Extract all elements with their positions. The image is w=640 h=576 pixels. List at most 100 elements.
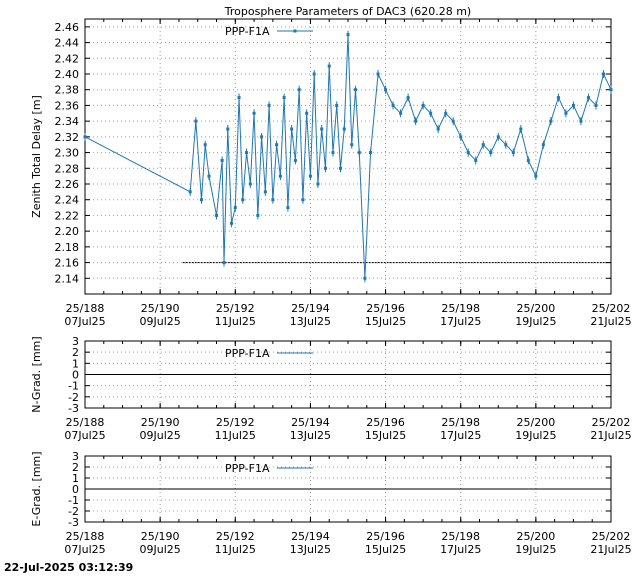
x-tick-label-doy: 25/202	[592, 530, 631, 543]
y-tick-label: 1	[72, 472, 79, 485]
data-point	[305, 111, 309, 115]
x-tick-label-date: 13Jul25	[290, 429, 331, 442]
data-point	[323, 166, 327, 170]
chart-panel-1: Troposphere Parameters of DAC3 (620.28 m…	[30, 5, 632, 328]
x-tick-label-doy: 25/198	[441, 416, 480, 429]
data-point	[245, 151, 249, 155]
data-point	[481, 143, 485, 147]
x-tick-label-doy: 25/196	[366, 302, 405, 315]
data-point	[579, 119, 583, 123]
x-tick-label-date: 15Jul25	[365, 315, 406, 328]
data-point	[331, 151, 335, 155]
data-point	[308, 174, 312, 178]
y-tick-label: 2.16	[55, 257, 80, 270]
y-tick-label: 2.40	[55, 68, 80, 81]
y-tick-label: 2.34	[55, 115, 80, 128]
legend-label: PPP-F1A	[225, 462, 270, 475]
data-point	[278, 174, 282, 178]
data-point	[260, 135, 264, 139]
data-point	[541, 143, 545, 147]
data-point	[511, 151, 515, 155]
x-tick-label-date: 11Jul25	[215, 315, 256, 328]
x-tick-label-date: 19Jul25	[515, 429, 556, 442]
data-point	[474, 158, 478, 162]
data-point	[496, 135, 500, 139]
y-tick-label: 2.18	[55, 241, 80, 254]
data-point	[414, 119, 418, 123]
data-point	[466, 151, 470, 155]
y-axis-label: N-Grad. [mm]	[30, 336, 43, 412]
x-tick-label-doy: 25/194	[291, 302, 330, 315]
legend-label: PPP-F1A	[225, 25, 270, 38]
data-point	[320, 127, 324, 131]
data-point	[222, 261, 226, 265]
y-tick-label: 3	[72, 450, 79, 463]
data-point	[267, 103, 271, 107]
x-tick-label-doy: 25/200	[517, 416, 556, 429]
y-tick-label: 1	[72, 357, 79, 370]
data-point	[594, 103, 598, 107]
x-tick-label-date: 15Jul25	[365, 543, 406, 556]
x-tick-label-doy: 25/190	[141, 302, 180, 315]
data-point	[194, 119, 198, 123]
y-tick-label: 2.46	[55, 21, 80, 34]
chart-title: Troposphere Parameters of DAC3 (620.28 m…	[224, 5, 471, 18]
y-tick-label: 2.36	[55, 99, 80, 112]
data-point	[316, 182, 320, 186]
data-point	[338, 166, 342, 170]
y-tick-label: -1	[68, 380, 79, 393]
data-point	[357, 151, 361, 155]
x-tick-label-date: 09Jul25	[140, 315, 181, 328]
x-tick-label-date: 15Jul25	[365, 429, 406, 442]
data-point	[459, 135, 463, 139]
data-point	[275, 143, 279, 147]
data-point	[226, 127, 230, 131]
data-point	[207, 174, 211, 178]
data-point	[83, 135, 87, 139]
x-tick-label-doy: 25/196	[366, 416, 405, 429]
y-tick-label: -1	[68, 494, 79, 507]
data-point	[252, 111, 256, 115]
data-point	[421, 103, 425, 107]
data-point	[564, 111, 568, 115]
data-point	[363, 276, 367, 280]
plot-frame	[84, 18, 612, 295]
data-point	[354, 88, 358, 92]
data-point	[376, 72, 380, 76]
legend-marker	[293, 29, 297, 33]
y-tick-label: 2.22	[55, 209, 80, 222]
series-line	[84, 34, 612, 279]
data-point	[601, 72, 605, 76]
data-point	[556, 96, 560, 100]
data-point	[286, 206, 290, 210]
data-point	[384, 88, 388, 92]
x-tick-label-date: 11Jul25	[215, 429, 256, 442]
x-tick-label-date: 17Jul25	[440, 315, 481, 328]
y-tick-label: 2.32	[55, 131, 80, 144]
y-tick-label: -2	[68, 391, 79, 404]
x-tick-label-date: 21Jul25	[590, 315, 631, 328]
data-point	[549, 119, 553, 123]
x-tick-label-doy: 25/190	[141, 530, 180, 543]
y-tick-label: 2.38	[55, 84, 80, 97]
y-tick-label: 2.26	[55, 178, 80, 191]
x-tick-label-date: 07Jul25	[64, 429, 105, 442]
x-tick-label-doy: 25/194	[291, 416, 330, 429]
y-tick-label: 0	[72, 483, 79, 496]
x-tick-label-date: 09Jul25	[140, 429, 181, 442]
y-tick-label: 0	[72, 369, 79, 382]
x-tick-label-date: 07Jul25	[64, 543, 105, 556]
data-point	[293, 158, 297, 162]
data-point	[346, 33, 350, 37]
x-tick-label-doy: 25/192	[216, 530, 255, 543]
data-point	[237, 96, 241, 100]
x-tick-label-date: 13Jul25	[290, 315, 331, 328]
y-tick-label: 3	[72, 335, 79, 348]
data-point	[342, 127, 346, 131]
data-point	[241, 198, 245, 202]
y-tick-label: 2.20	[55, 225, 80, 238]
x-tick-label-doy: 25/192	[216, 302, 255, 315]
y-tick-label: -3	[68, 516, 79, 529]
